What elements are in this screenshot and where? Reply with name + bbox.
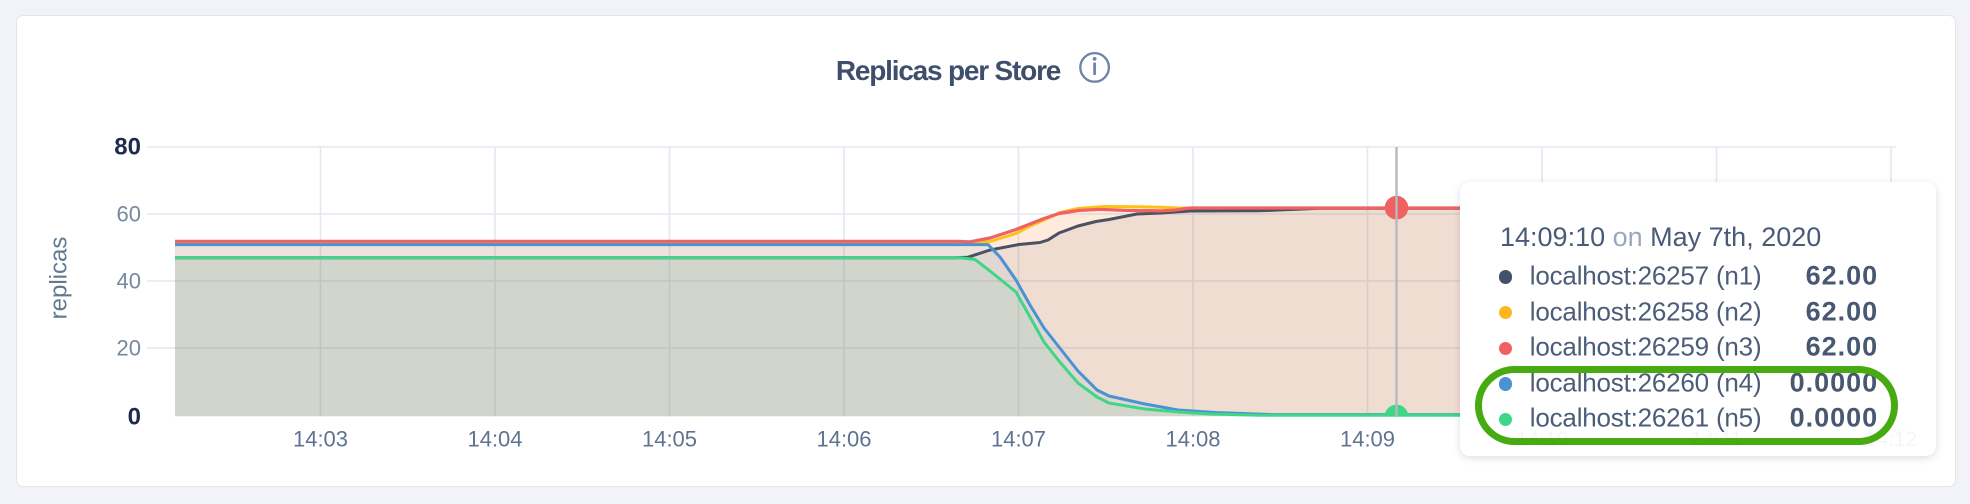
svg-text:14:03: 14:03 [293,427,348,452]
svg-text:14:05: 14:05 [642,427,697,452]
svg-text:replicas: replicas [46,237,73,320]
svg-text:0: 0 [128,403,141,430]
svg-text:60: 60 [117,202,141,227]
svg-text:80: 80 [114,134,141,161]
svg-text:14:04: 14:04 [467,427,522,452]
svg-text:14:06: 14:06 [816,427,871,452]
svg-text:14:09: 14:09 [1340,427,1395,452]
svg-text:Replicas per Store: Replicas per Store [836,55,1061,86]
svg-text:20: 20 [117,336,141,361]
svg-text:14:08: 14:08 [1165,427,1220,452]
svg-text:14:07: 14:07 [991,427,1046,452]
svg-text:40: 40 [117,269,141,294]
